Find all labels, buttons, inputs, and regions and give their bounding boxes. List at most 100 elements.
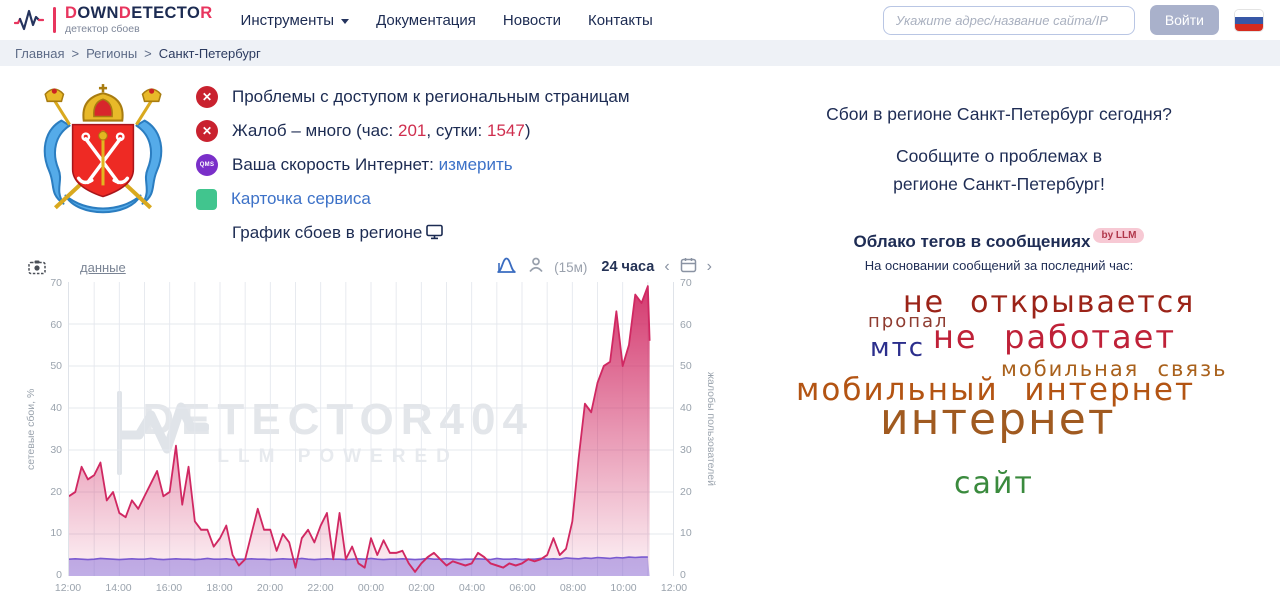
tag-не-работает[interactable]: не работает [933,318,1176,356]
tag-мобильный-интернет[interactable]: мобильный интернет [796,372,1196,408]
watermark-pulse-icon [117,402,210,454]
header-right: Войти [882,5,1264,35]
monitor-icon [426,224,444,240]
tag-пропал[interactable]: пропал [868,311,949,332]
y-tick: 40 [680,402,692,415]
service-card-link[interactable]: Карточка сервиса [231,189,371,208]
brand-letter: OWN [77,4,119,23]
speedtest-text: Ваша скорость Интернет: измерить [232,155,513,174]
region-outage-question: Сбои в регионе Санкт-Петербург сегодня? [826,104,1172,124]
status-list: ✕ Проблемы с доступом к региональным стр… [196,78,630,242]
left-column: ✕ Проблемы с доступом к региональным стр… [0,66,718,598]
status-speedtest: QMS Ваша скорость Интернет: измерить [196,154,630,176]
error-circle-icon: ✕ [196,120,218,142]
complaints-day-count: 1547 [487,121,525,140]
data-link[interactable]: данные [80,259,126,275]
y-tick: 30 [50,443,62,456]
screenshot-camera-icon[interactable] [28,259,46,275]
x-tick: 02:00 [408,582,435,594]
x-tick: 20:00 [256,582,284,594]
error-circle-icon: ✕ [196,86,218,108]
y-tick: 70 [50,277,62,289]
search-input[interactable] [882,5,1135,35]
nav-item-3[interactable]: Новости [502,11,561,29]
range-label[interactable]: 24 часа [601,259,655,275]
x-tick: 08:00 [559,582,587,594]
status-complaints: ✕ Жалоб – много (час: 201, сутки: 1547) [196,120,630,142]
logo[interactable]: DOWNDETECTOR детектор сбоев [14,5,213,35]
y-tick: 10 [680,527,692,540]
chart-caption-text: График сбоев в регионе [232,223,444,243]
tag-cloud-subtitle: На основании сообщений за последний час: [864,258,1134,273]
tag-мтс[interactable]: мтс [870,333,926,363]
y-tick: 20 [680,485,692,498]
y-tick: 10 [50,527,62,540]
x-axis-labels: 12:00 14:00 16:00 18:00 20:00 22:00 00:00 02:00… [55,580,687,598]
chart-svg [69,282,673,576]
breadcrumb-home[interactable]: Главная [15,45,65,61]
x-tick: 04:00 [458,582,486,594]
tag-не-открывается[interactable]: не открывается [903,285,1196,320]
chevron-down-icon [341,18,350,24]
y-axis-ticks-left: 70 60 50 40 30 20 10 0 [38,277,68,581]
status-access-problems: ✕ Проблемы с доступом к региональным стр… [196,86,630,108]
interval-label: (15м) [554,259,588,275]
tag-cloud: пропал не открывается мтс не работает мобиль… [718,283,1280,521]
y-tick: 0 [680,568,686,581]
brand-letter: ETECTO [131,4,201,23]
calendar-icon[interactable] [680,257,697,278]
brand-letter: D [118,4,132,23]
y-tick: 60 [50,318,62,331]
chart-body: сетевые сбои, % 70 60 50 40 30 20 10 0 DETECTOR… [24,277,718,581]
breadcrumb-regions[interactable]: Регионы [86,45,138,61]
prev-period-chevron[interactable]: ‹ [664,258,670,275]
y-tick: 50 [680,360,692,373]
region-status-block: ✕ Проблемы с доступом к региональным стр… [24,78,718,242]
y-tick: 30 [680,443,692,456]
tag-сайт[interactable]: сайт [954,466,1034,501]
x-tick: 12:00 [54,582,82,594]
x-tick: 18:00 [206,582,233,594]
top-navbar: DOWNDETECTOR детектор сбоев Инструменты Д… [0,0,1280,40]
measure-link[interactable]: измерить [438,155,513,174]
breadcrumb-current: Санкт-Петербург [158,45,261,61]
green-square-icon [196,188,217,210]
user-icon[interactable] [528,256,544,278]
y-tick: 40 [50,402,62,415]
spb-coat-of-arms [24,78,196,242]
by-llm-badge: by LLM [1093,228,1145,243]
y-axis-label-right: жалобы пользователей [705,372,717,486]
y-tick: 0 [56,568,62,581]
x-tick: 16:00 [155,582,183,594]
brand-wordmark: DOWNDETECTOR [65,5,213,22]
status-complaints-text: Жалоб – много (час: 201, сутки: 1547) [232,121,531,140]
y-tick: 60 [680,318,692,331]
nav-item-4[interactable]: Контакты [587,11,653,29]
qms-badge-icon: QMS [196,154,218,176]
brand-subtitle: детектор сбоев [65,22,140,35]
brand-letter: D [65,4,78,23]
tag-интернет[interactable]: интернет [880,394,1116,445]
right-column: Сбои в регионе Санкт-Петербург сегодня? … [718,66,1280,598]
complaints-hour-count: 201 [398,121,427,140]
tag-мобильная-связь[interactable]: мобильная связь [1001,357,1228,381]
logo-divider [53,7,56,33]
russia-flag-icon[interactable] [1234,8,1264,32]
plot-area[interactable]: DETECTOR404 LLM POWERED [68,282,674,576]
chart-toolbar: данные (15м) 24 часа ‹ › [24,252,718,282]
watermark: DETECTOR404 LLM POWERED [117,390,661,475]
nav-item-1[interactable]: Инструменты [241,12,350,29]
y-tick: 70 [680,277,692,289]
logo-text: DOWNDETECTOR детектор сбоев [65,5,213,35]
x-tick: 14:00 [105,582,132,594]
next-period-chevron[interactable]: › [706,258,712,275]
login-button[interactable]: Войти [1149,5,1219,35]
y-tick: 50 [50,360,62,373]
distribution-icon[interactable] [495,255,518,280]
report-problem-cta[interactable]: Сообщите о проблемах в регионе Санкт-Пет… [893,146,1105,194]
y-tick: 20 [50,485,62,498]
x-tick: 06:00 [509,582,536,594]
breadcrumb-separator: > [71,45,80,61]
breadcrumb: Главная > Регионы > Санкт-Петербург [0,40,1280,66]
nav-item-2[interactable]: Документация [376,11,476,29]
